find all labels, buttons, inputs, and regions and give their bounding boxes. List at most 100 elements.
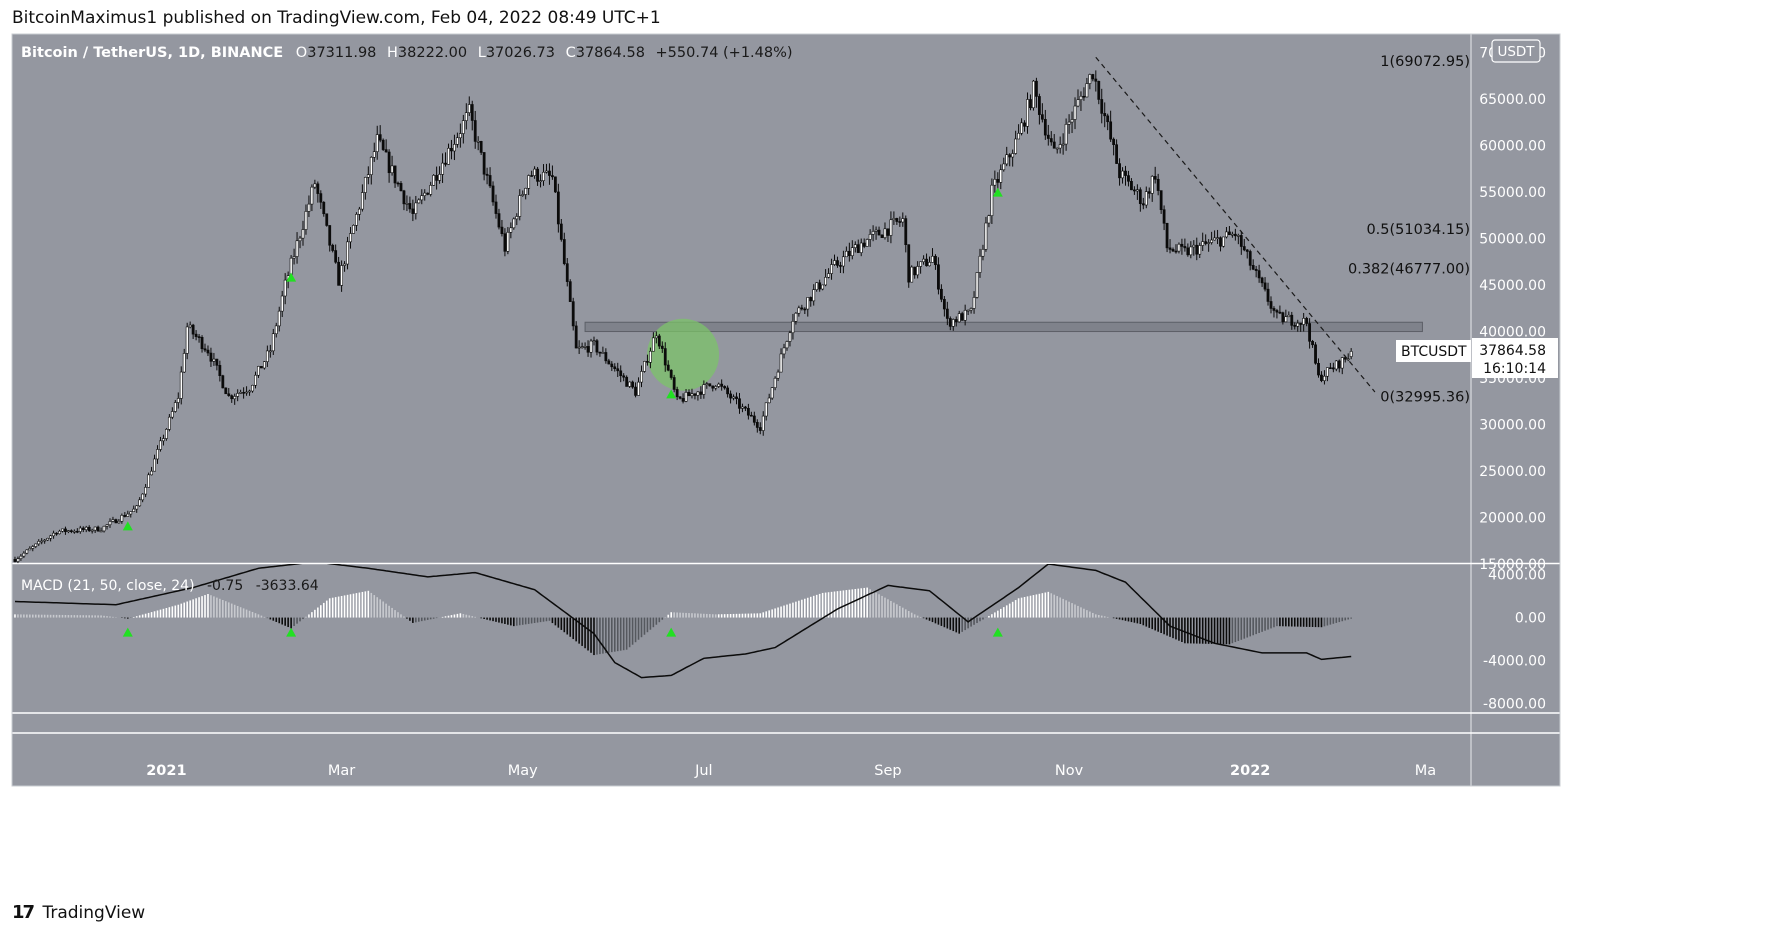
candle-body: [1046, 134, 1050, 139]
buy-signal-icon: [992, 187, 1003, 197]
macd-label-line[interactable]: MACD (21, 50, close, 24) -0.75 -3633.64: [21, 578, 319, 594]
symbol-title: Bitcoin / TetherUS, 1D, BINANCE: [21, 45, 283, 61]
candle-body: [1308, 323, 1311, 342]
candle-body: [233, 396, 237, 400]
macd-pane-bg[interactable]: [12, 564, 1464, 714]
candle-body: [672, 377, 676, 390]
candle-body: [43, 539, 47, 542]
candle-body: [1228, 231, 1231, 236]
candle-body: [19, 555, 23, 559]
candle-body: [1180, 243, 1184, 247]
macd-axis-bg[interactable]: [1464, 564, 1560, 714]
candle-body: [488, 175, 492, 187]
price-pane-bg[interactable]: [12, 34, 1464, 564]
candle-body: [105, 524, 109, 527]
candle-body: [871, 231, 875, 235]
candle-body: [562, 239, 566, 264]
candle-body: [221, 375, 225, 389]
candle-body: [212, 358, 216, 362]
candle-body: [1248, 251, 1252, 266]
candle-body: [200, 337, 204, 350]
candle-body: [1005, 154, 1009, 165]
candle-body: [660, 345, 664, 349]
candle-body: [387, 151, 391, 174]
candle-body: [874, 229, 878, 232]
candle-body: [583, 346, 587, 348]
candle-body: [1340, 357, 1344, 369]
candle-body: [919, 261, 923, 267]
candle-body: [506, 231, 510, 252]
candle-body: [607, 360, 611, 365]
candle-body: [334, 250, 338, 263]
candle-body: [862, 242, 866, 247]
tradingview-logo[interactable]: 17 TradingView: [12, 902, 145, 923]
candle-body: [957, 313, 961, 323]
candle-body: [714, 386, 718, 389]
currency-badge-bg[interactable]: [1491, 39, 1541, 63]
candle-body: [931, 255, 934, 263]
candle-body: [1266, 288, 1270, 302]
candle-body: [25, 549, 29, 554]
candle-body: [1269, 301, 1273, 309]
candle-body: [277, 310, 281, 327]
candle-body: [1346, 358, 1350, 361]
candle-body: [1103, 113, 1107, 117]
price-axis-bg[interactable]: [1464, 34, 1560, 564]
candle-body: [1106, 115, 1110, 123]
candle-body: [313, 183, 317, 188]
candle-body: [203, 348, 207, 351]
candle-body: [298, 237, 302, 242]
candle-body: [1245, 249, 1249, 252]
candle-body: [797, 307, 801, 314]
candle-body: [1186, 247, 1190, 256]
candle-body: [996, 179, 1000, 183]
candle-body: [224, 387, 228, 395]
candle-body: [268, 350, 272, 353]
time-tick-label: Mar: [328, 763, 355, 779]
ohlc-high-prefix: H: [387, 45, 398, 61]
candle-body: [524, 188, 528, 195]
fib-level-label: 0.382(46777.00): [1348, 262, 1470, 278]
candle-body: [417, 199, 421, 204]
candle-body: [1130, 181, 1133, 191]
candle-body: [1049, 138, 1053, 143]
price-tick-label: 30000.00: [1479, 418, 1546, 434]
candle-body: [141, 493, 145, 501]
candle-body: [162, 438, 165, 442]
candle-body: [1076, 99, 1080, 107]
candle-body: [1233, 233, 1237, 237]
candle-body: [156, 449, 159, 460]
candle-body: [99, 530, 103, 533]
candle-body: [942, 298, 946, 310]
candle-body: [1082, 95, 1086, 98]
symbol-line[interactable]: Bitcoin / TetherUS, 1D, BINANCE O37311.9…: [21, 45, 793, 61]
candle-body: [1236, 235, 1240, 237]
candle-body: [194, 333, 198, 337]
candle-body: [358, 208, 361, 215]
candle-body: [850, 247, 854, 257]
time-tick-label: Jul: [694, 763, 713, 779]
candle-body: [64, 528, 67, 533]
candle-body: [770, 387, 774, 399]
candle-body: [892, 218, 896, 221]
candle-body: [1201, 241, 1205, 246]
candle-body: [218, 365, 222, 376]
candle-body: [735, 396, 738, 400]
time-tick-label: Sep: [874, 763, 901, 779]
candle-body: [812, 289, 816, 302]
candle-body: [1284, 316, 1288, 323]
candle-body: [375, 134, 379, 152]
time-axis-bg[interactable]: [12, 734, 1560, 786]
candle-body: [1079, 95, 1083, 100]
ohlc-low: 37026.73: [486, 45, 555, 61]
candle-body: [1216, 237, 1219, 239]
candle-body: [429, 185, 433, 195]
empty-pane: [12, 714, 1560, 734]
candle-body: [981, 249, 985, 257]
candle-body: [883, 228, 887, 238]
candle-body: [1043, 118, 1047, 136]
trendline-layer[interactable]: [1095, 56, 1376, 393]
candle-body: [1100, 99, 1104, 114]
macd-tick-label: 0.00: [1515, 611, 1546, 627]
